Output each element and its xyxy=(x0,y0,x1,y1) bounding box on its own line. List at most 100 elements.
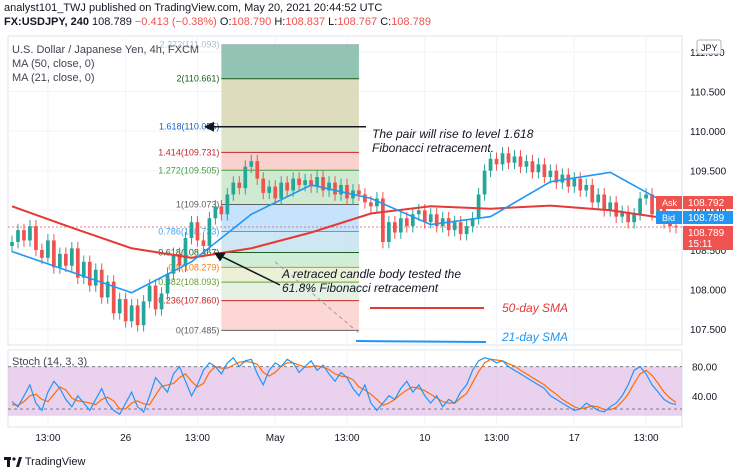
candle-body xyxy=(267,186,272,193)
x-tick-label: 17 xyxy=(569,433,581,444)
candle-body xyxy=(632,214,636,223)
fib-zone xyxy=(221,252,359,268)
candle-body xyxy=(34,226,38,250)
annotation-arrowhead-rise xyxy=(204,121,214,132)
candle-body xyxy=(81,261,86,278)
candle-body xyxy=(219,206,224,215)
fib-zone xyxy=(221,126,359,153)
price-change: −0.413 (−0.38%) xyxy=(134,16,217,28)
y-tick-label: 107.500 xyxy=(690,325,727,336)
candle-body xyxy=(363,194,367,203)
candle-body xyxy=(518,156,523,167)
candle-body xyxy=(333,182,337,195)
candle-body xyxy=(93,269,98,286)
candle-body xyxy=(237,182,242,189)
candle-body xyxy=(476,194,481,219)
candle-body xyxy=(674,226,678,228)
candle-body xyxy=(428,214,433,223)
candle-body xyxy=(590,184,595,203)
x-tick-label: 13:00 xyxy=(334,433,359,444)
candle-body xyxy=(327,182,331,191)
fib-zone xyxy=(221,44,359,79)
chart-area[interactable]: 2.272(111.093) 2(110.661) 1.618(110.055) 1.… xyxy=(0,32,740,456)
candle-body xyxy=(404,218,409,227)
price-value: 108.789 xyxy=(92,16,132,28)
candle-body xyxy=(578,178,583,191)
x-tick-label: 13:00 xyxy=(185,433,210,444)
fib-level-label: 2(110.661) xyxy=(176,74,219,84)
candle-body xyxy=(46,240,50,258)
x-tick-label: 10 xyxy=(419,433,431,444)
candle-body xyxy=(566,174,571,187)
candle-body xyxy=(470,218,475,227)
candle-body xyxy=(512,156,517,163)
candle-body xyxy=(177,253,182,266)
candle-body xyxy=(524,161,529,167)
candle-body xyxy=(153,285,158,310)
candle-body xyxy=(111,281,116,314)
candle-body xyxy=(596,194,601,203)
fib-level-label: 0.786(108.733) xyxy=(158,226,219,236)
candle-body xyxy=(99,269,104,298)
price-tag-value: 108.792 xyxy=(688,198,725,209)
fib-level-label: 1.618(110.055) xyxy=(159,122,219,132)
candle-body xyxy=(626,211,630,223)
sma21-marker-line xyxy=(355,340,487,343)
price-tag-name: Ask xyxy=(662,198,678,208)
candle-body xyxy=(291,178,296,191)
candle-body xyxy=(303,180,307,185)
candle-body xyxy=(506,153,511,163)
publish-info: analyst101_TWJ published on TradingView.… xyxy=(4,2,383,14)
low-label: L: xyxy=(328,16,338,28)
candle-body xyxy=(213,206,218,219)
candle-body xyxy=(608,202,613,211)
y-tick-label: 109.500 xyxy=(690,167,727,178)
fib-level-label: 0(107.485) xyxy=(176,325,220,335)
candle-body xyxy=(554,170,559,183)
open-label: O: xyxy=(219,16,232,28)
candle-body xyxy=(345,184,349,199)
tradingview-logo-icon xyxy=(4,457,22,468)
currency-badge xyxy=(696,39,722,55)
price-tag-value-box xyxy=(683,211,733,224)
candle-body xyxy=(548,170,553,178)
candle-body xyxy=(285,182,290,191)
symbol-label[interactable]: FX:USDJPY, 240 xyxy=(4,16,89,28)
fib-level-label: 0.382(108.093) xyxy=(158,277,219,287)
candle-body xyxy=(482,170,487,195)
candle-body xyxy=(28,226,32,241)
candle-body xyxy=(255,161,260,179)
high-value: 108.837 xyxy=(285,16,326,28)
high-label: H: xyxy=(274,16,286,28)
candle-body xyxy=(392,222,397,233)
ma50-line xyxy=(11,204,677,259)
candle-body xyxy=(159,293,164,310)
candle-body xyxy=(410,214,415,227)
fib-level-label: 2.272(111.093) xyxy=(160,39,220,49)
close-value: 108.789 xyxy=(391,16,431,28)
x-tick-label: 13:00 xyxy=(634,433,659,444)
y-tick-label: 108.500 xyxy=(690,246,727,257)
candle-body xyxy=(249,161,254,167)
candle-body xyxy=(614,202,619,217)
price-tag-box xyxy=(656,211,682,224)
candle-body xyxy=(207,218,212,246)
footer-brand[interactable]: TradingView xyxy=(4,456,85,468)
candle-body xyxy=(422,210,427,223)
candle-body xyxy=(231,182,236,195)
candle-body xyxy=(494,158,499,165)
candle-body xyxy=(602,194,607,211)
candle-body xyxy=(279,182,284,199)
candle-body xyxy=(183,238,188,266)
candle-body xyxy=(10,242,14,246)
candle-body xyxy=(117,299,122,314)
candle-body xyxy=(584,184,589,191)
candle-body xyxy=(309,180,313,187)
candle-body xyxy=(63,253,68,266)
candle-body xyxy=(668,222,672,227)
candle-body xyxy=(560,174,565,183)
candle-body xyxy=(398,218,403,233)
ohlc-bar: FX:USDJPY, 240 108.789 −0.413 (−0.38%) O… xyxy=(4,16,431,28)
candle-body xyxy=(261,178,266,193)
x-tick-label: 26 xyxy=(120,433,132,444)
